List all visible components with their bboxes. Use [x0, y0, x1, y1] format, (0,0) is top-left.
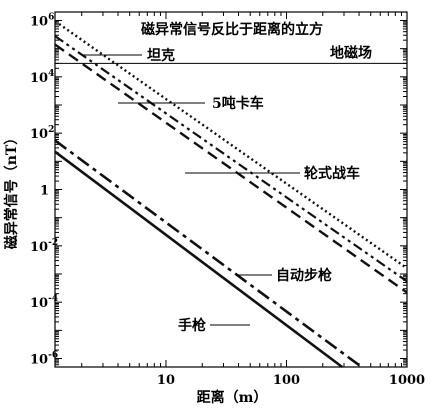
label-geomagnetic-field: 地磁场	[330, 44, 372, 61]
y-tick-label: 10-6	[30, 351, 58, 368]
label-truck: 5吨卡车	[212, 95, 264, 112]
y-tick-base: 10	[30, 14, 48, 29]
label-rifle: 自动步枪	[276, 267, 332, 284]
plot-frame	[54, 11, 408, 368]
y-tick-base: 10	[30, 353, 48, 368]
series-line-dash-dot	[54, 139, 363, 369]
label-wheeled-vehicle: 轮式战车	[304, 165, 360, 182]
y-tick-label: 106	[30, 12, 54, 29]
x-tick-label: 10	[157, 373, 175, 388]
label-pistol: 手枪	[178, 317, 206, 334]
y-tick-base: 10	[30, 71, 48, 86]
series-line-dotted	[54, 20, 408, 270]
y-tick-base: 10	[30, 240, 48, 255]
y-tick-base: 10	[30, 296, 48, 311]
x-axis-label: 距离（m）	[197, 389, 268, 406]
y-tick-label: 104	[30, 69, 54, 86]
y-tick-exponent: -2	[48, 238, 58, 248]
y-tick-label: 102	[30, 125, 54, 142]
y-tick-label: 1	[40, 184, 49, 199]
y-tick-label: 10-2	[30, 238, 58, 255]
series-lines	[54, 20, 408, 369]
chart-title: 磁异常信号反比于距离的立方	[141, 21, 323, 38]
y-tick-exponent: 4	[48, 69, 54, 79]
series-line-dash-dot-dot	[54, 35, 408, 283]
x-tick-label: 100	[273, 373, 300, 388]
y-tick-exponent: -4	[48, 294, 58, 304]
y-axis-label: 磁异常信号（nT）	[3, 131, 20, 250]
y-tick-base: 1	[40, 184, 49, 199]
y-tick-exponent: 2	[48, 125, 54, 135]
y-tick-label: 10-4	[30, 294, 58, 311]
y-tick-exponent: 6	[48, 12, 54, 22]
label-tank: 坦克	[147, 47, 175, 64]
x-tick-label: 1000	[389, 373, 425, 388]
y-tick-exponent: -6	[48, 351, 58, 361]
series-line-dashed	[54, 43, 408, 294]
y-tick-base: 10	[30, 127, 48, 142]
series-line-solid	[54, 150, 343, 369]
